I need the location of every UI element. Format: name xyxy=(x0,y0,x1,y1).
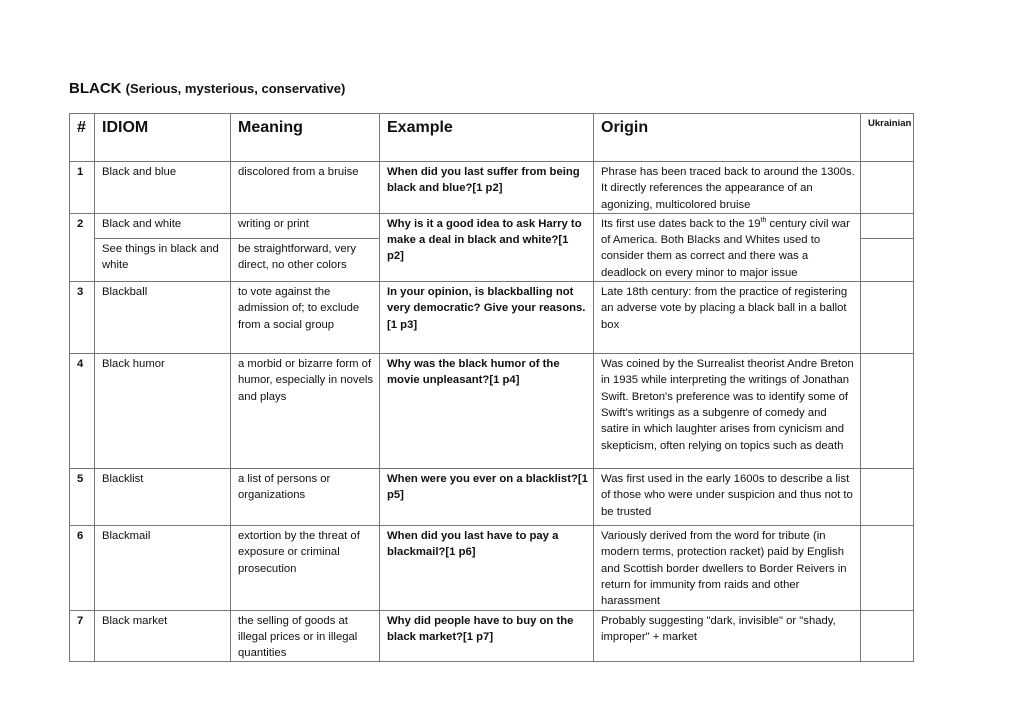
ukrainian-cell[interactable] xyxy=(860,609,914,663)
table-subrow: See things in black and white be straigh… xyxy=(70,237,914,283)
example-cell: Why did people have to buy on the black … xyxy=(379,609,594,663)
ukrainian-cell[interactable] xyxy=(860,237,914,283)
idiom-cell: Black humor xyxy=(94,353,231,470)
example-cell: Why is it a good idea to ask Harry to ma… xyxy=(379,212,594,283)
row-num: 5 xyxy=(69,468,95,527)
ukrainian-cell[interactable] xyxy=(860,525,914,611)
idiom-cell: Blacklist xyxy=(94,468,231,527)
origin-text: century civil war of America. Both Black… xyxy=(601,217,850,279)
header-idiom: IDIOM xyxy=(94,113,231,162)
meaning-cell: be straightforward, very direct, no othe… xyxy=(230,237,380,283)
meaning-cell: a list of persons or organizations xyxy=(230,468,380,527)
idiom-cell: See things in black and white xyxy=(94,237,231,283)
header-origin: Origin xyxy=(593,113,861,162)
row-num: 4 xyxy=(69,353,95,470)
origin-cell: Phrase has been traced back to around th… xyxy=(593,161,861,214)
origin-sup: th xyxy=(760,217,767,225)
ukrainian-cell[interactable] xyxy=(860,212,914,239)
example-cell: In your opinion, is blackballing not ver… xyxy=(379,281,594,355)
example-cell: When were you ever on a blacklist?[1 p5] xyxy=(379,468,594,527)
table-row: 1 Black and blue discolored from a bruis… xyxy=(69,161,914,214)
idioms-table: # IDIOM Meaning Example Origin Ukrainian… xyxy=(69,113,914,663)
example-cell: Why was the black humor of the movie unp… xyxy=(379,353,594,470)
idiom-cell: Blackmail xyxy=(94,525,231,611)
ukrainian-cell[interactable] xyxy=(860,161,914,214)
row-num: 6 xyxy=(69,525,95,611)
table-row: 2 Black and white writing or print Why i… xyxy=(69,212,914,283)
header-meaning: Meaning xyxy=(230,113,380,162)
header-row: # IDIOM Meaning Example Origin Ukrainian xyxy=(69,113,914,162)
origin-cell: Was coined by the Surrealist theorist An… xyxy=(593,353,861,470)
table-row: 5 Blacklist a list of persons or organiz… xyxy=(69,468,914,527)
meaning-cell: the selling of goods at illegal prices o… xyxy=(230,609,380,663)
header-example: Example xyxy=(379,113,594,162)
idiom-cell: Black market xyxy=(94,609,231,663)
ukrainian-cell[interactable] xyxy=(860,281,914,355)
origin-cell: Probably suggesting "dark, invisible" or… xyxy=(593,609,861,663)
example-cell: When did you last suffer from being blac… xyxy=(379,161,594,214)
page-title: BLACK (Serious, mysterious, conservative… xyxy=(69,80,345,97)
ukrainian-cell[interactable] xyxy=(860,353,914,470)
row-num: 2 xyxy=(69,212,95,283)
header-ukrainian: Ukrainian xyxy=(860,113,914,162)
table-row: 7 Black market the selling of goods at i… xyxy=(69,609,914,663)
title-sub: (Serious, mysterious, conservative) xyxy=(125,81,346,96)
row-num: 1 xyxy=(69,161,95,214)
meaning-cell: extortion by the threat of exposure or c… xyxy=(230,525,380,611)
idiom-cell: Black and blue xyxy=(94,161,231,214)
title-main: BLACK xyxy=(69,80,122,97)
table-row: 3 Blackball to vote against the admissio… xyxy=(69,281,914,355)
example-cell: When did you last have to pay a blackmai… xyxy=(379,525,594,611)
origin-text: Its first use dates back to the 19 xyxy=(601,217,761,230)
meaning-cell: writing or print xyxy=(230,212,380,239)
origin-cell: Was first used in the early 1600s to des… xyxy=(593,468,861,527)
ukrainian-cell[interactable] xyxy=(860,468,914,527)
meaning-cell: discolored from a bruise xyxy=(230,161,380,214)
table-row: 6 Blackmail extortion by the threat of e… xyxy=(69,525,914,611)
idiom-cell: Black and white xyxy=(94,212,231,239)
row-num: 7 xyxy=(69,609,95,663)
origin-cell: Variously derived from the word for trib… xyxy=(593,525,861,611)
meaning-cell: to vote against the admission of; to exc… xyxy=(230,281,380,355)
table-row: 4 Black humor a morbid or bizarre form o… xyxy=(69,353,914,470)
idiom-cell: Blackball xyxy=(94,281,231,355)
row-num: 3 xyxy=(69,281,95,355)
meaning-cell: a morbid or bizarre form of humor, espec… xyxy=(230,353,380,470)
origin-cell: Its first use dates back to the 19th cen… xyxy=(593,212,861,283)
header-num: # xyxy=(69,113,95,162)
origin-cell: Late 18th century: from the practice of … xyxy=(593,281,861,355)
